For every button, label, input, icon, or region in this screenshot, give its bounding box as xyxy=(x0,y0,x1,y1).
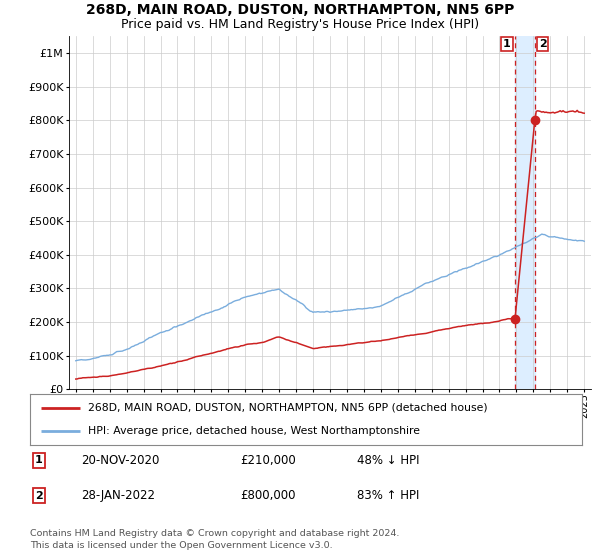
Text: 48% ↓ HPI: 48% ↓ HPI xyxy=(357,454,419,467)
Text: £210,000: £210,000 xyxy=(240,454,296,467)
Text: 1: 1 xyxy=(35,455,43,465)
Text: 83% ↑ HPI: 83% ↑ HPI xyxy=(357,489,419,502)
Text: 20-NOV-2020: 20-NOV-2020 xyxy=(81,454,160,467)
Text: 268D, MAIN ROAD, DUSTON, NORTHAMPTON, NN5 6PP (detached house): 268D, MAIN ROAD, DUSTON, NORTHAMPTON, NN… xyxy=(88,403,488,413)
Text: 268D, MAIN ROAD, DUSTON, NORTHAMPTON, NN5 6PP: 268D, MAIN ROAD, DUSTON, NORTHAMPTON, NN… xyxy=(86,3,514,17)
Text: 2: 2 xyxy=(539,39,547,49)
Text: Contains HM Land Registry data © Crown copyright and database right 2024.
This d: Contains HM Land Registry data © Crown c… xyxy=(30,529,400,550)
Text: HPI: Average price, detached house, West Northamptonshire: HPI: Average price, detached house, West… xyxy=(88,426,420,436)
Text: Price paid vs. HM Land Registry's House Price Index (HPI): Price paid vs. HM Land Registry's House … xyxy=(121,18,479,31)
Bar xyxy=(515,36,535,389)
Text: 2: 2 xyxy=(35,491,43,501)
Text: 28-JAN-2022: 28-JAN-2022 xyxy=(81,489,155,502)
Text: £800,000: £800,000 xyxy=(240,489,296,502)
Text: 1: 1 xyxy=(503,39,511,49)
